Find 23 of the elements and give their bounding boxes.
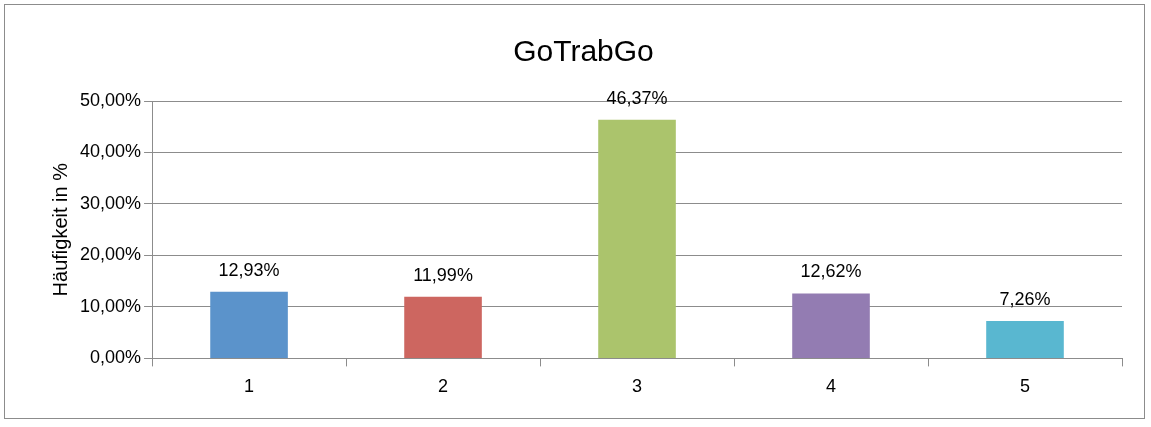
data-label: 12,62% bbox=[800, 261, 862, 282]
y-tick-label: 10,00% bbox=[79, 295, 142, 316]
bar bbox=[792, 293, 870, 358]
y-tick-label: 40,00% bbox=[79, 141, 142, 162]
y-tick-label: 0,00% bbox=[90, 347, 142, 368]
bar bbox=[404, 296, 482, 358]
x-tick-label: 2 bbox=[438, 376, 449, 397]
x-tick-label: 4 bbox=[826, 376, 837, 397]
data-label: 46,37% bbox=[606, 87, 668, 108]
y-tick-label: 50,00% bbox=[79, 89, 142, 110]
bar bbox=[598, 119, 676, 358]
y-axis-title: Häufigkeit in % bbox=[48, 162, 71, 297]
y-tick-label: 20,00% bbox=[79, 244, 142, 265]
data-label: 7,26% bbox=[999, 288, 1051, 309]
chart-title: GoTrabGo bbox=[513, 34, 654, 68]
data-label: 12,93% bbox=[218, 259, 280, 280]
x-tick-label: 3 bbox=[632, 376, 643, 397]
y-tick-label: 30,00% bbox=[79, 192, 142, 213]
x-tick-label: 1 bbox=[244, 376, 255, 397]
x-tick-label: 5 bbox=[1020, 376, 1031, 397]
bar bbox=[986, 321, 1064, 358]
data-label: 11,99% bbox=[413, 264, 473, 285]
bar bbox=[210, 291, 288, 358]
